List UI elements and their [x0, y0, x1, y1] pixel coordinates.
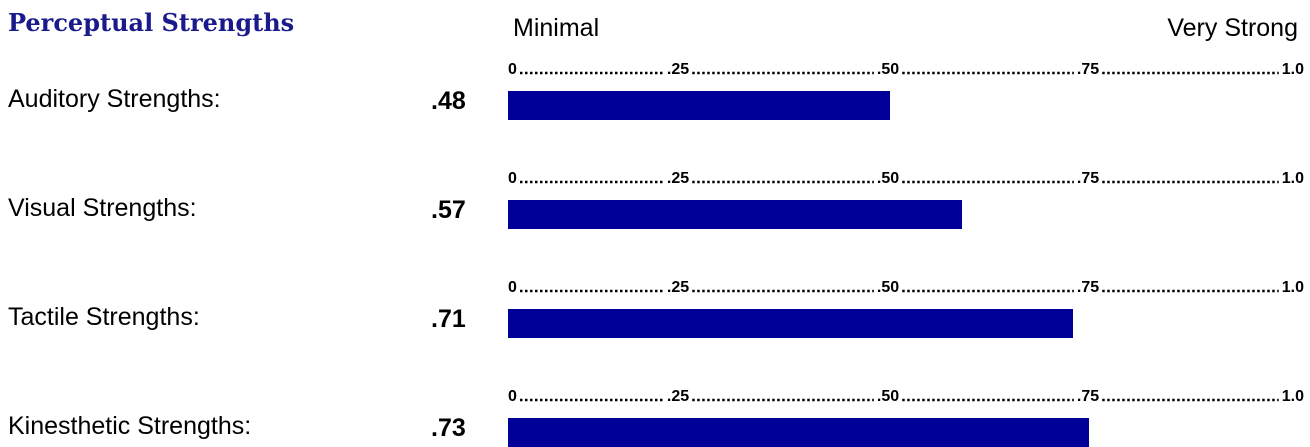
page-title: Perceptual Strengths [8, 8, 295, 37]
tick-label: .50 [877, 279, 899, 296]
row-label: Visual Strengths: [8, 194, 197, 222]
strength-bar [508, 91, 890, 120]
tick-label: .75 [1077, 61, 1099, 78]
tick-label: 1.0 [1282, 61, 1304, 78]
scale-min-label: Minimal [513, 14, 600, 42]
scale-ruler: 0 .25 .50 .75 1.0 [508, 384, 1304, 406]
value-label: .73 [431, 414, 466, 442]
value-label: .48 [431, 87, 466, 115]
value-label: .57 [431, 196, 466, 224]
tick-label: .50 [877, 388, 899, 405]
tick-label: .75 [1077, 388, 1099, 405]
tick-label: 1.0 [1282, 279, 1304, 296]
row-label: Auditory Strengths: [8, 85, 221, 113]
tick-label: .25 [667, 279, 689, 296]
strength-bar [508, 200, 962, 229]
scale-max-label: Very Strong [1167, 14, 1298, 42]
tick-label: .75 [1077, 170, 1099, 187]
strength-bar [508, 418, 1089, 447]
strength-bar [508, 309, 1073, 338]
scale-ruler: 0 .25 .50 .75 1.0 [508, 275, 1304, 297]
scale-ruler: 0 .25 .50 .75 1.0 [508, 57, 1304, 79]
tick-label: 0 [508, 279, 517, 296]
tick-label: 0 [508, 388, 517, 405]
row-label: Kinesthetic Strengths: [8, 412, 252, 440]
row-label: Tactile Strengths: [8, 303, 200, 331]
tick-label: .75 [1077, 279, 1099, 296]
tick-label: 1.0 [1282, 170, 1304, 187]
tick-label: 0 [508, 61, 517, 78]
scale-ruler: 0 .25 .50 .75 1.0 [508, 166, 1304, 188]
tick-label: .25 [667, 170, 689, 187]
value-label: .71 [431, 305, 466, 333]
tick-label: .50 [877, 170, 899, 187]
tick-label: 1.0 [1282, 388, 1304, 405]
tick-label: .25 [667, 61, 689, 78]
tick-label: 0 [508, 170, 517, 187]
tick-label: .50 [877, 61, 899, 78]
tick-label: .25 [667, 388, 689, 405]
